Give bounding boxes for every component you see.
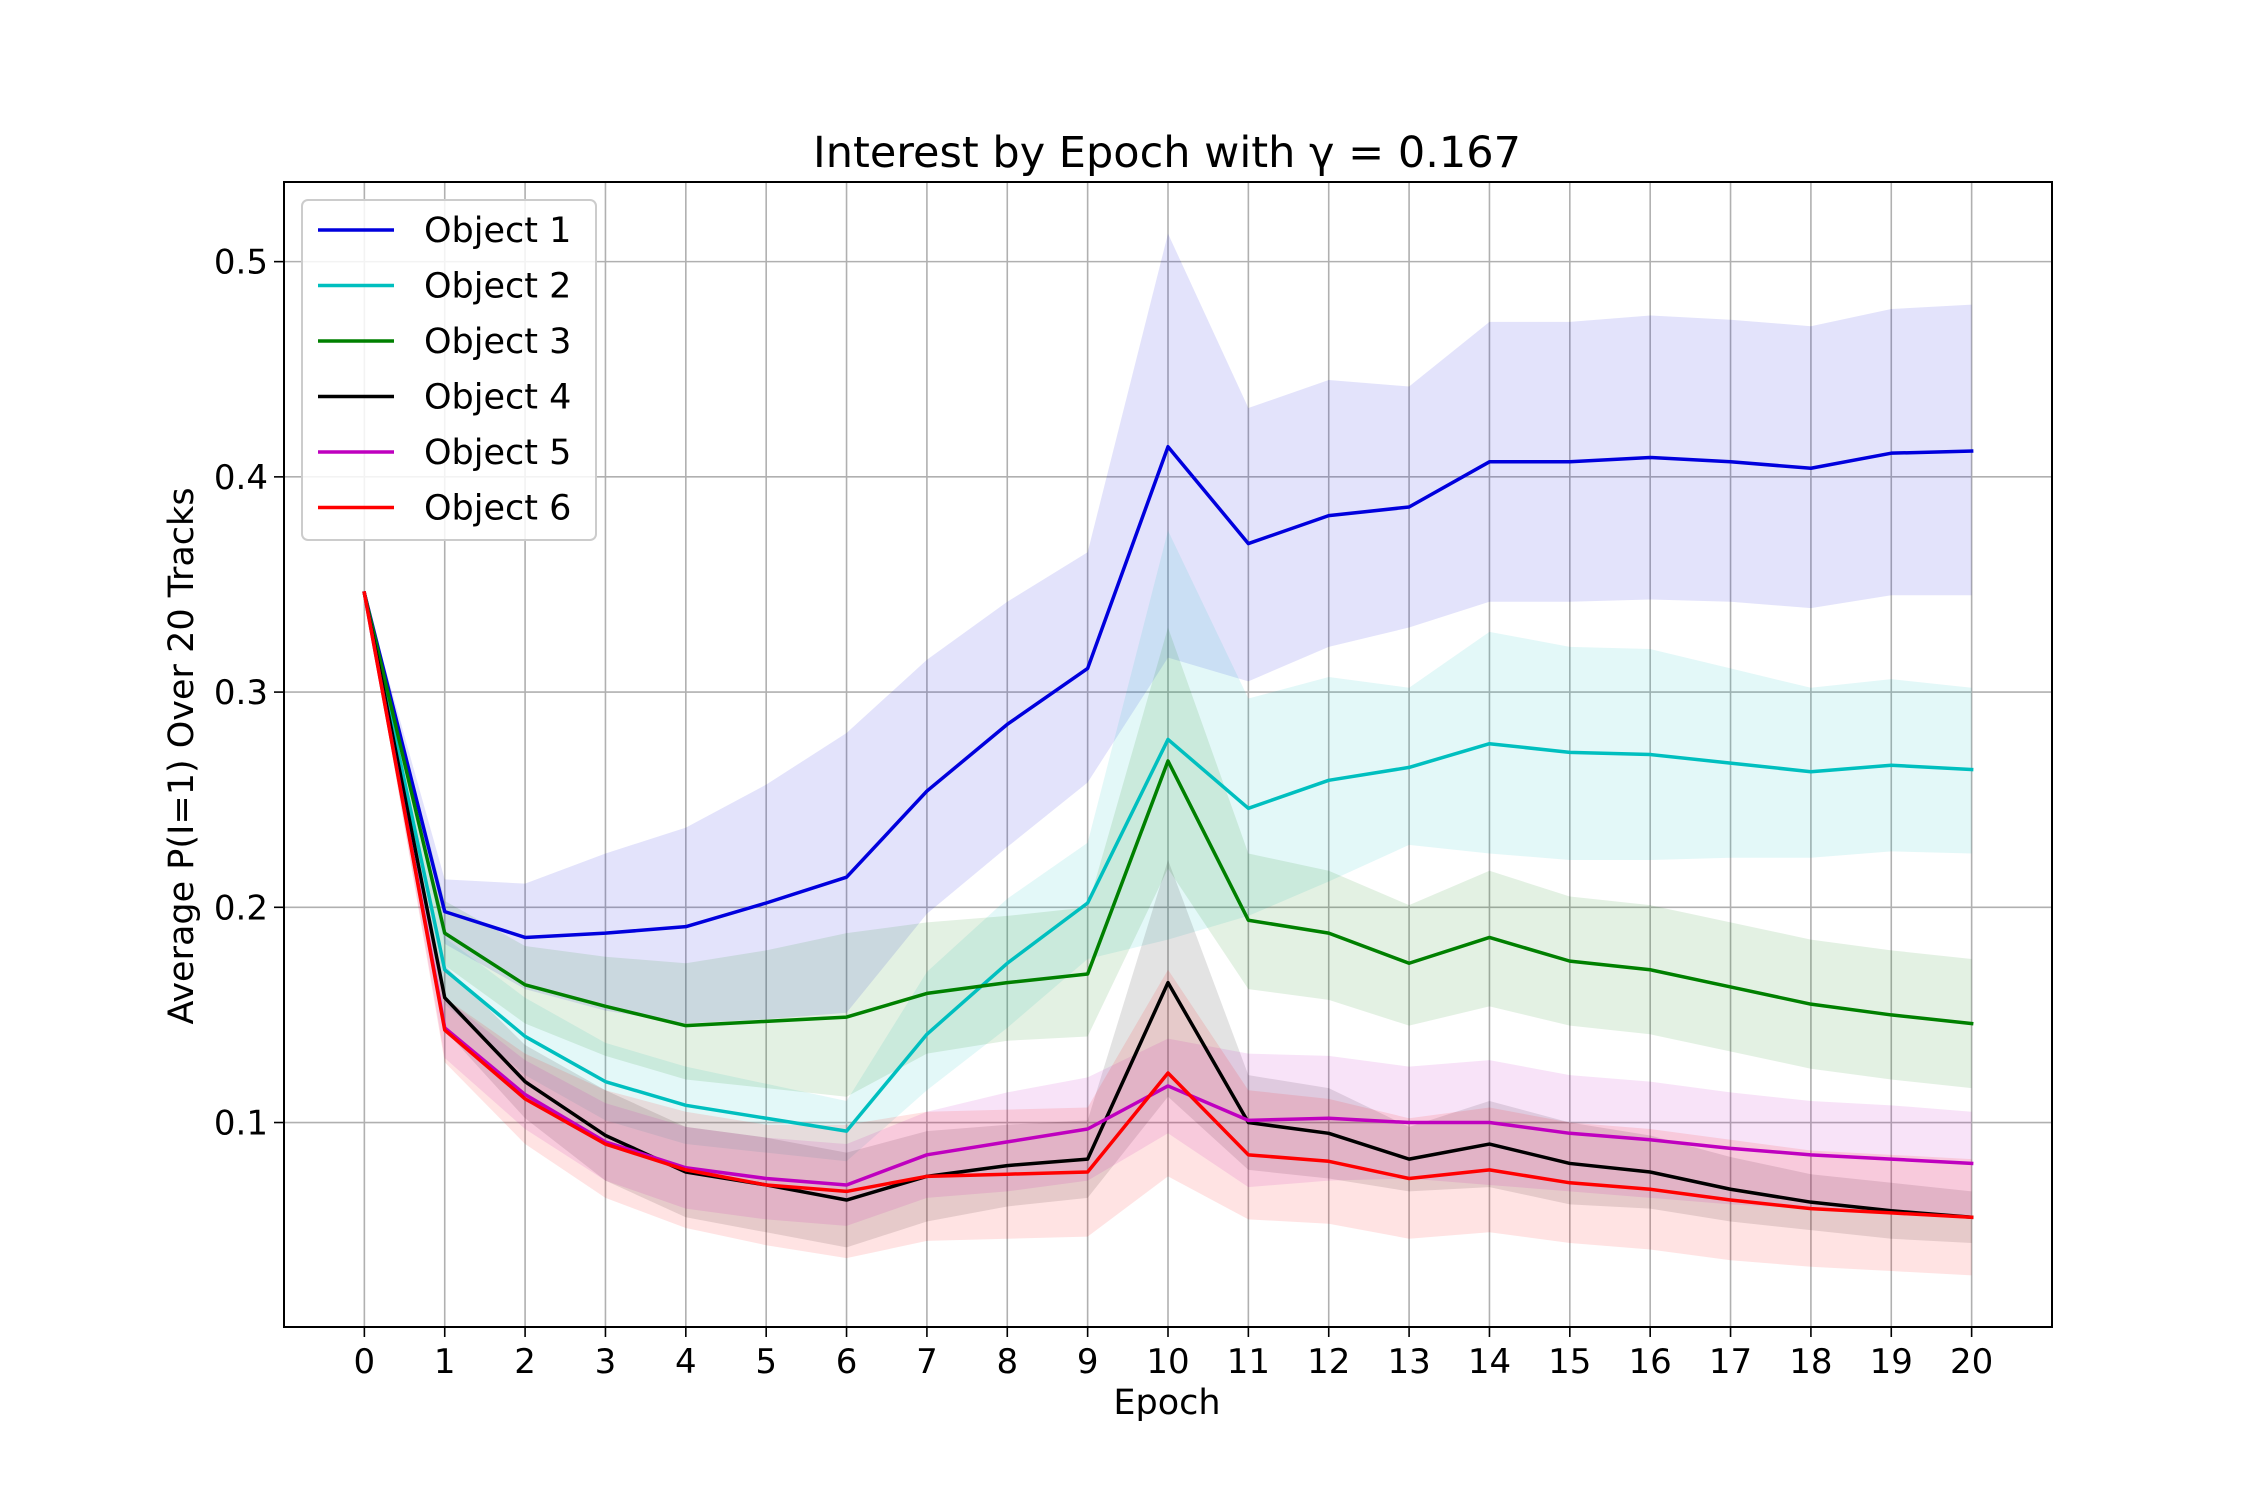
y-tick-label: 0.3 — [214, 673, 268, 713]
x-axis-ticks: 0 1 2 3 4 5 6 7 8 9 10 11 12 13 14 15 16 17 18 19 20 — [354, 1327, 1993, 1382]
y-tick-label: 0.4 — [214, 458, 268, 498]
legend: Object 1 Object 2 Object 3 Object 4 Object 5… — [301, 199, 597, 541]
series-line — [362, 591, 1974, 1187]
series-line — [362, 591, 1974, 1220]
x-tick-label: 3 — [595, 1342, 617, 1382]
x-tick-label: 4 — [675, 1342, 697, 1382]
x-tick-label: 13 — [1387, 1342, 1430, 1382]
x-tick-label: 7 — [916, 1342, 938, 1382]
chart-title: Interest by Epoch with γ = 0.167 — [813, 128, 1521, 178]
x-tick-label: 16 — [1629, 1342, 1672, 1382]
y-tick-label: 0.1 — [214, 1104, 268, 1144]
legend-label: Object 2 — [424, 267, 571, 307]
x-tick-label: 9 — [1077, 1342, 1099, 1382]
x-tick-label: 14 — [1468, 1342, 1511, 1382]
x-tick-label: 20 — [1950, 1342, 1993, 1382]
legend-label: Object 6 — [424, 489, 571, 529]
confidence-bands — [364, 233, 1972, 1276]
y-tick-label: 0.2 — [214, 888, 268, 928]
x-tick-label: 18 — [1789, 1342, 1832, 1382]
legend-label: Object 5 — [424, 433, 571, 473]
series-line — [362, 591, 1974, 1220]
confidence-band — [364, 593, 1972, 1226]
series-lines — [362, 444, 1974, 1220]
x-tick-label: 17 — [1709, 1342, 1752, 1382]
legend-label: Object 1 — [424, 211, 571, 251]
x-tick-label: 11 — [1227, 1342, 1270, 1382]
legend-label: Object 3 — [424, 322, 571, 362]
series-line — [362, 591, 1974, 1133]
x-tick-label: 1 — [434, 1342, 456, 1382]
x-axis-title: Epoch — [1113, 1383, 1220, 1423]
y-axis-title: Average P(I=1) Over 20 Tracks — [162, 487, 202, 1024]
x-tick-label: 6 — [836, 1342, 858, 1382]
x-tick-label: 10 — [1146, 1342, 1189, 1382]
legend-label: Object 4 — [424, 378, 571, 418]
confidence-band — [364, 593, 1972, 1097]
x-tick-label: 15 — [1548, 1342, 1591, 1382]
confidence-band — [364, 233, 1972, 1024]
x-tick-label: 19 — [1870, 1342, 1913, 1382]
y-axis-ticks: 0.1 0.2 0.3 0.4 0.5 — [214, 243, 284, 1144]
y-tick-label: 0.5 — [214, 243, 268, 283]
x-tick-label: 8 — [996, 1342, 1018, 1382]
x-tick-label: 12 — [1307, 1342, 1350, 1382]
x-tick-label: 5 — [755, 1342, 777, 1382]
series-line — [362, 444, 1974, 940]
x-tick-label: 0 — [354, 1342, 376, 1382]
confidence-band — [364, 593, 1972, 1248]
x-tick-label: 2 — [514, 1342, 536, 1382]
confidence-band — [364, 530, 1972, 1162]
series-line — [362, 590, 1974, 1028]
